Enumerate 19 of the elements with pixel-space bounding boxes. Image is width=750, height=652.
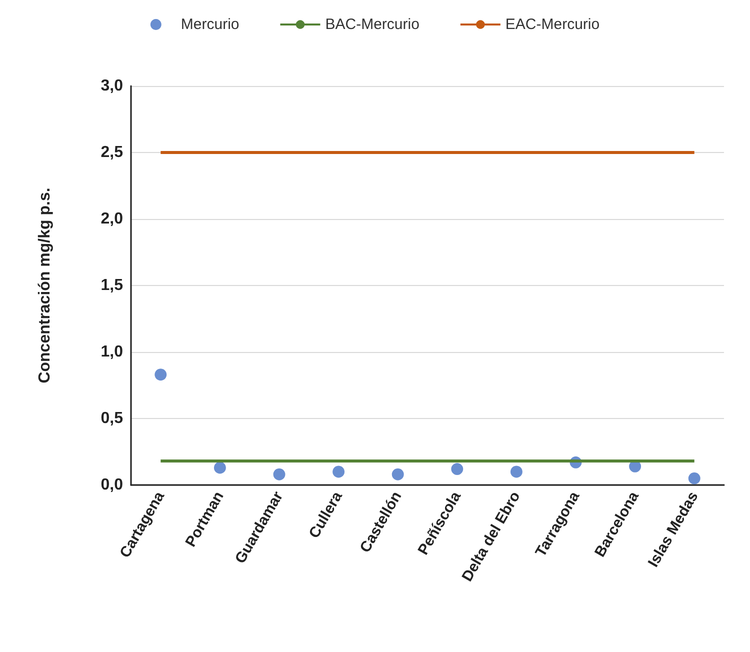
point: [688, 472, 700, 484]
point: [273, 468, 286, 480]
y-tick-label: 1,5: [100, 277, 124, 294]
point: [510, 466, 522, 478]
y-tick-label: 0,0: [100, 476, 124, 494]
point: [214, 462, 226, 474]
y-tick-label: 2,0: [100, 210, 124, 228]
y-axis-title: Concentración mg/kg p.s.: [36, 188, 54, 384]
y-tick-label: 1,0: [100, 344, 124, 360]
legend-label: EAC-Mercurio: [505, 16, 600, 33]
point: [332, 466, 345, 478]
y-tick-label: 3,0: [100, 78, 124, 94]
point: [154, 368, 167, 381]
legend-label: BAC-Mercurio: [325, 16, 420, 33]
y-tick-label: 2,5: [100, 144, 124, 161]
legend-label: Mercurio: [180, 16, 240, 33]
point: [451, 463, 464, 476]
point: [392, 468, 404, 480]
y-tick-label: 0,5: [100, 410, 124, 427]
